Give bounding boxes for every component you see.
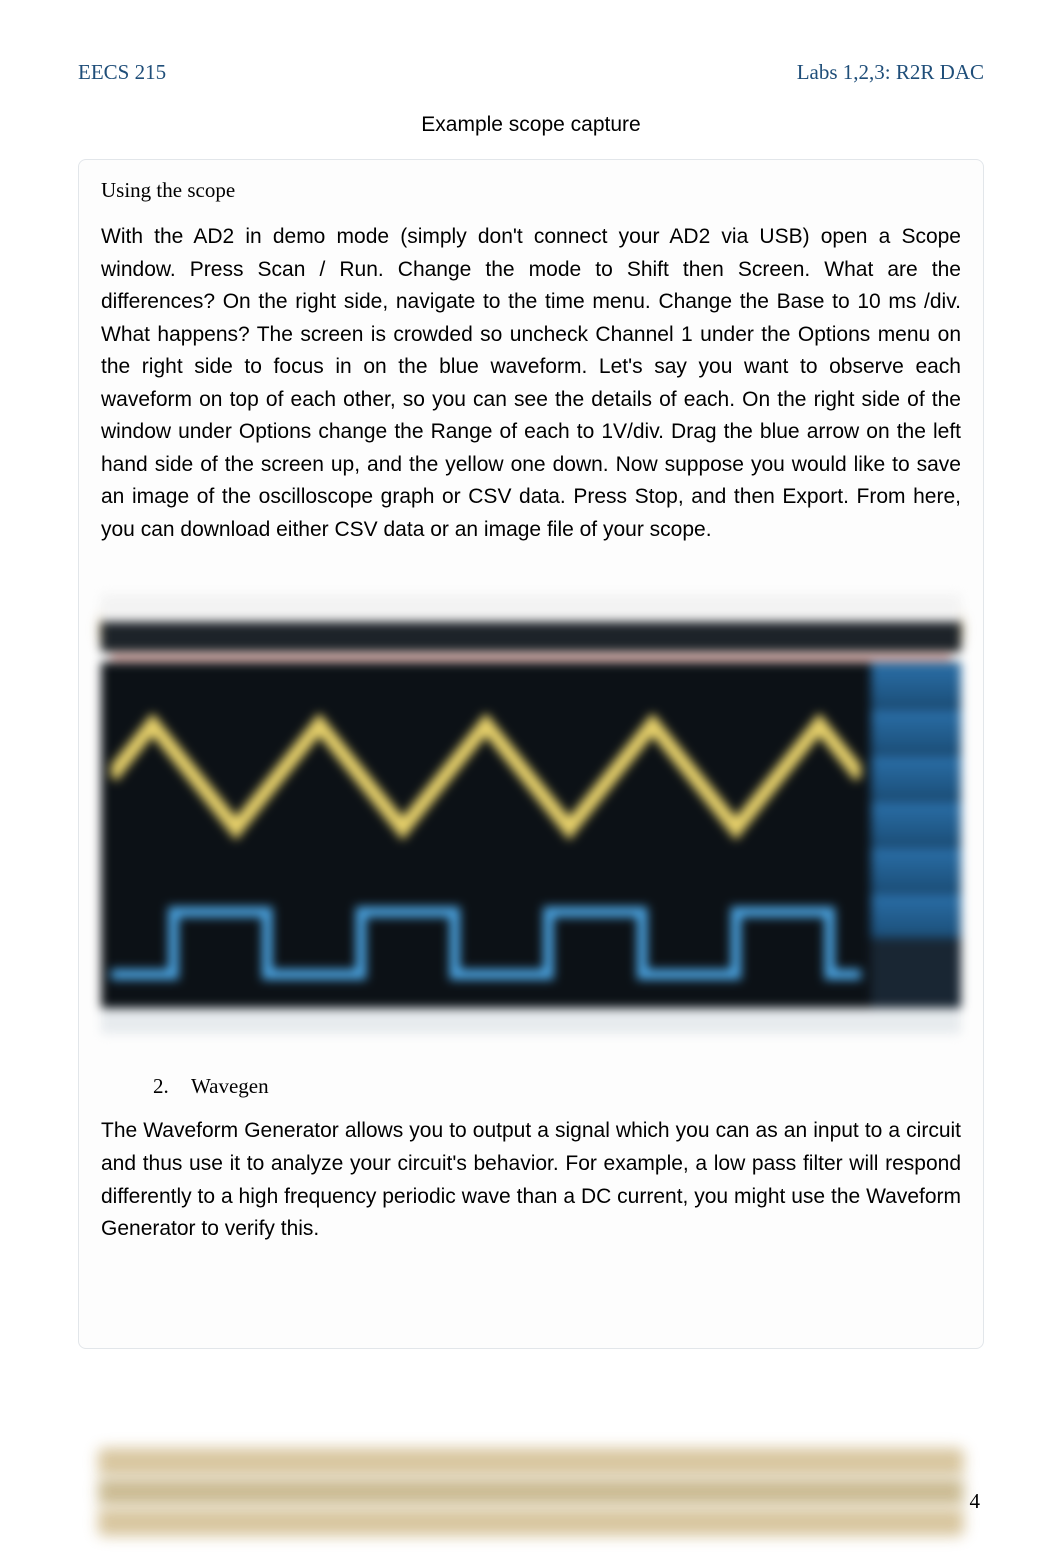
scope-wave-square	[111, 912, 861, 974]
header-right: Labs 1,2,3: R2R DAC	[797, 60, 984, 85]
blurred-text-line	[98, 1478, 964, 1506]
scope-wave-sine	[111, 725, 861, 829]
scope-marker-bar	[111, 656, 951, 659]
scope-side-row	[871, 708, 961, 754]
scope-side-row	[871, 892, 961, 938]
paragraph-scope: With the AD2 in demo mode (simply don't …	[101, 221, 961, 546]
scope-waveforms	[111, 714, 861, 1006]
content-box: Using the scope With the AD2 in demo mod…	[78, 159, 984, 1349]
scope-side-row	[871, 800, 961, 846]
page-header: EECS 215 Labs 1,2,3: R2R DAC	[78, 60, 984, 85]
figure-title: Example scope capture	[78, 113, 984, 137]
scope-toolbar-dark	[101, 622, 961, 652]
scope-side-panel	[871, 662, 961, 1008]
scope-side-row	[871, 662, 961, 708]
scope-side-row	[871, 754, 961, 800]
blurred-text-line	[98, 1508, 964, 1536]
list-number: 2.	[153, 1074, 173, 1099]
header-left: EECS 215	[78, 60, 166, 85]
scope-toolbar	[101, 594, 961, 622]
page: EECS 215 Labs 1,2,3: R2R DAC Example sco…	[0, 0, 1062, 1556]
scope-side-row	[871, 846, 961, 892]
box-title: Using the scope	[101, 178, 961, 203]
list-label: Wavegen	[191, 1074, 269, 1099]
blurred-text-line	[98, 1448, 964, 1476]
paragraph-wavegen: The Waveform Generator allows you to out…	[101, 1115, 961, 1245]
page-number: 4	[970, 1489, 981, 1514]
scope-status-bar	[101, 1008, 961, 1034]
list-item-wavegen: 2. Wavegen	[153, 1074, 961, 1099]
oscilloscope-screenshot	[101, 594, 961, 1034]
